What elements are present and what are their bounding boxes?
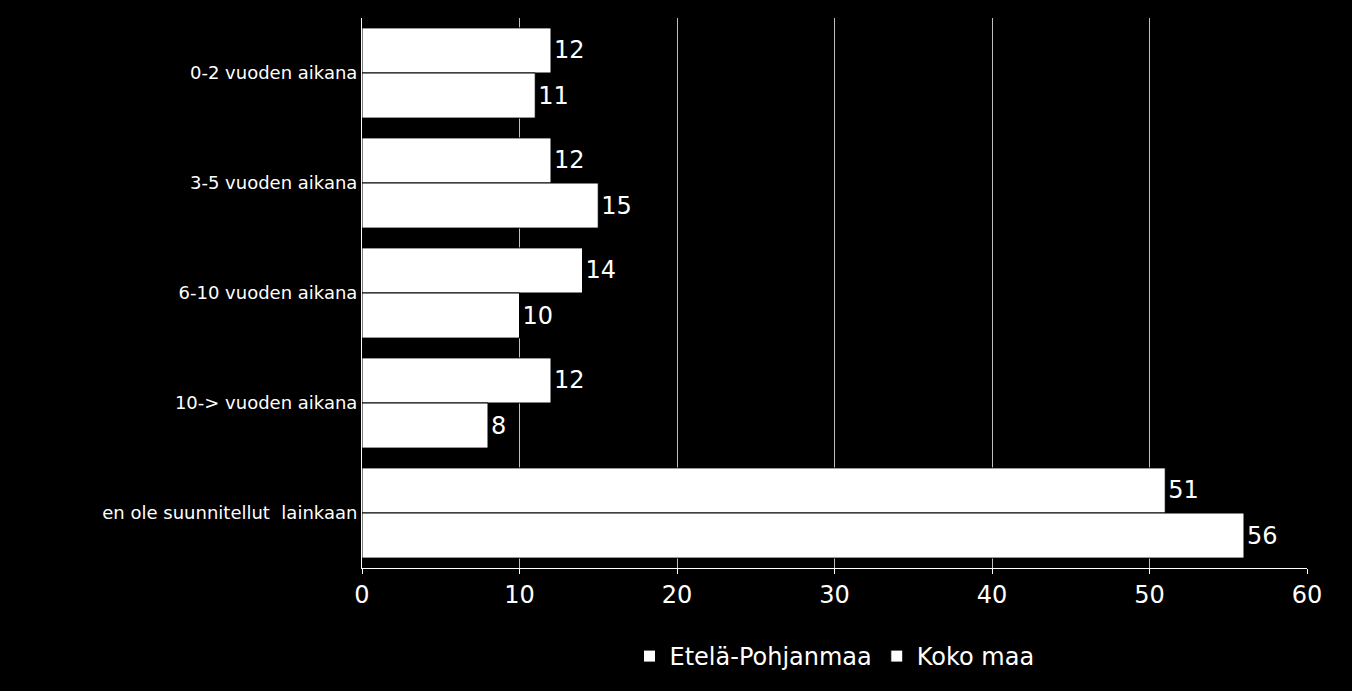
svg-text:12: 12 — [554, 146, 585, 174]
svg-text:8: 8 — [491, 412, 506, 440]
svg-text:15: 15 — [601, 192, 632, 220]
svg-text:40: 40 — [977, 581, 1008, 609]
svg-text:12: 12 — [554, 36, 585, 64]
svg-text:10-> vuoden aikana: 10-> vuoden aikana — [175, 392, 358, 413]
svg-text:3-5 vuoden aikana: 3-5 vuoden aikana — [190, 172, 357, 193]
svg-text:6-10 vuoden aikana: 6-10 vuoden aikana — [179, 282, 358, 303]
svg-text:10: 10 — [523, 302, 554, 330]
svg-text:11: 11 — [538, 82, 569, 110]
svg-text:51: 51 — [1168, 476, 1199, 504]
svg-text:20: 20 — [662, 581, 693, 609]
svg-text:10: 10 — [504, 581, 535, 609]
svg-text:Etelä-Pohjanmaa: Etelä-Pohjanmaa — [670, 643, 872, 671]
svg-text:14: 14 — [586, 256, 617, 284]
svg-text:Koko maa: Koko maa — [917, 643, 1034, 671]
svg-text:0-2 vuoden aikana: 0-2 vuoden aikana — [190, 62, 357, 83]
svg-text:30: 30 — [819, 581, 850, 609]
svg-text:12: 12 — [554, 366, 585, 394]
svg-text:60: 60 — [1292, 581, 1323, 609]
svg-text:0: 0 — [354, 581, 369, 609]
svg-text:50: 50 — [1134, 581, 1165, 609]
svg-text:en ole suunnitellut lainkaan: en ole suunnitellut lainkaan — [102, 502, 357, 523]
svg-text:56: 56 — [1247, 522, 1278, 550]
